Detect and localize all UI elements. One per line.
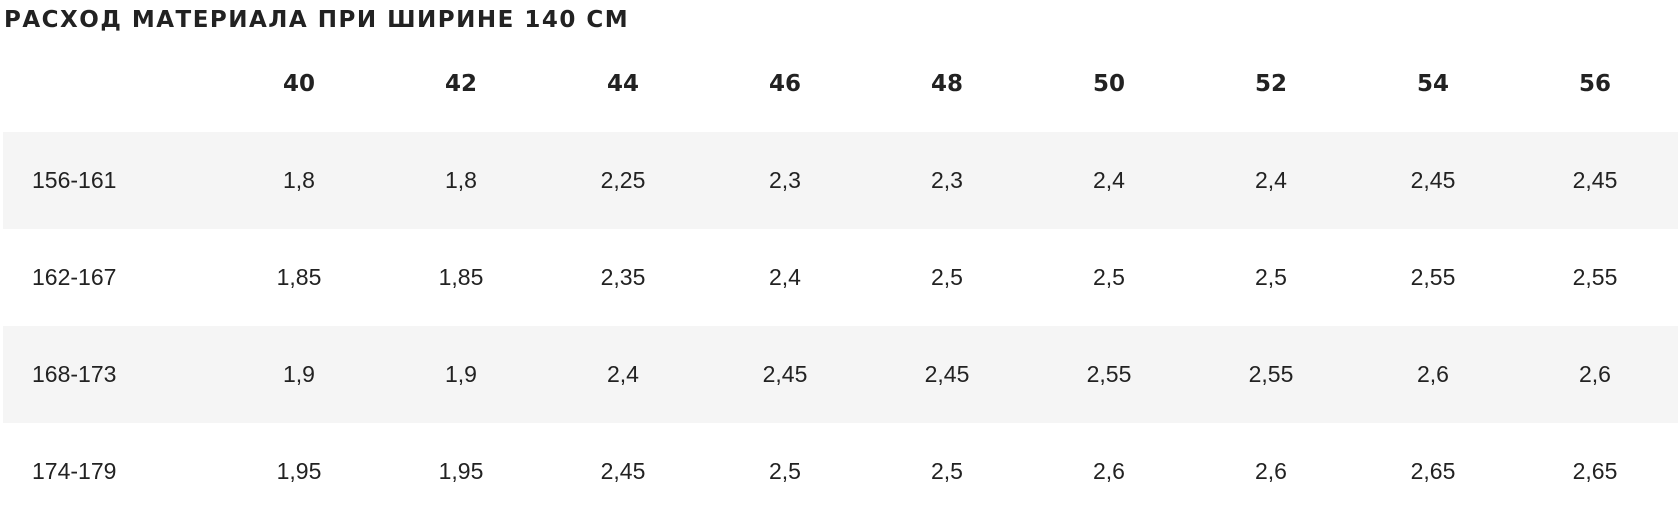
column-header: 44 bbox=[606, 70, 639, 97]
column-header: 42 bbox=[444, 70, 477, 97]
table-cell: 2,3 bbox=[931, 167, 963, 193]
table-cell: 2,6 bbox=[1093, 458, 1125, 484]
table-row: 156-161 1,8 1,8 2,25 2,3 2,3 2,4 2,4 2,45 2,45 bbox=[3, 132, 1678, 229]
table-cell: 2,4 bbox=[769, 264, 801, 290]
table-cell: 2,5 bbox=[1255, 264, 1287, 290]
table-cell: 1,95 bbox=[438, 458, 484, 484]
table-cell: 1,95 bbox=[276, 458, 322, 484]
table-cell: 1,85 bbox=[438, 264, 484, 290]
row-label: 162-167 bbox=[32, 264, 117, 290]
column-header: 52 bbox=[1254, 70, 1287, 97]
table-cell: 2,55 bbox=[1572, 264, 1618, 290]
table-cell: 1,8 bbox=[283, 167, 315, 193]
column-header: 46 bbox=[768, 70, 801, 97]
table-cell: 2,45 bbox=[600, 458, 646, 484]
table-cell: 1,85 bbox=[276, 264, 322, 290]
column-header: 56 bbox=[1578, 70, 1611, 97]
table-cell: 2,6 bbox=[1255, 458, 1287, 484]
table-cell: 1,9 bbox=[283, 361, 315, 387]
table-cell: 2,5 bbox=[931, 264, 963, 290]
table-row: 168-173 1,9 1,9 2,4 2,45 2,45 2,55 2,55 2,6 2,6 bbox=[3, 326, 1678, 423]
table-row: 162-167 1,85 1,85 2,35 2,4 2,5 2,5 2,5 2,55 2,55 bbox=[3, 229, 1678, 326]
table-cell: 2,65 bbox=[1572, 458, 1618, 484]
table-cell: 2,55 bbox=[1410, 264, 1456, 290]
table-cell: 2,45 bbox=[1572, 167, 1618, 193]
column-header: 48 bbox=[930, 70, 963, 97]
table-cell: 2,6 bbox=[1417, 361, 1449, 387]
table-cell: 2,5 bbox=[931, 458, 963, 484]
header-row: 40 42 44 46 48 50 52 54 56 bbox=[3, 35, 1678, 132]
table-title: РАСХОД МАТЕРИАЛА ПРИ ШИРИНЕ 140 СМ bbox=[4, 7, 630, 33]
table-cell: 1,9 bbox=[445, 361, 477, 387]
row-label: 174-179 bbox=[32, 458, 117, 484]
table-cell: 2,6 bbox=[1579, 361, 1611, 387]
table-cell: 2,5 bbox=[769, 458, 801, 484]
column-header: 50 bbox=[1092, 70, 1125, 97]
table-cell: 2,4 bbox=[1255, 167, 1287, 193]
table-cell: 2,35 bbox=[600, 264, 646, 290]
table-cell: 2,5 bbox=[1093, 264, 1125, 290]
column-header: 40 bbox=[282, 70, 315, 97]
row-label: 168-173 bbox=[32, 361, 117, 387]
table-cell: 1,8 bbox=[445, 167, 477, 193]
table-cell: 2,45 bbox=[762, 361, 808, 387]
table-row: 174-179 1,95 1,95 2,45 2,5 2,5 2,6 2,6 2,65 2,65 bbox=[3, 423, 1678, 520]
table-cell: 2,45 bbox=[1410, 167, 1456, 193]
column-header: 54 bbox=[1416, 70, 1449, 97]
table: 40 42 44 46 48 50 52 54 56 156-161 1,8 1,8 2,25 2,3 2,… bbox=[3, 35, 1678, 520]
table-cell: 2,55 bbox=[1248, 361, 1294, 387]
table-cell: 2,65 bbox=[1410, 458, 1456, 484]
table-cell: 2,3 bbox=[769, 167, 801, 193]
row-label: 156-161 bbox=[32, 167, 117, 193]
table-cell: 2,45 bbox=[924, 361, 970, 387]
table-cell: 2,25 bbox=[600, 167, 646, 193]
table-cell: 2,4 bbox=[1093, 167, 1125, 193]
table-cell: 2,55 bbox=[1086, 361, 1132, 387]
table-cell: 2,4 bbox=[607, 361, 639, 387]
